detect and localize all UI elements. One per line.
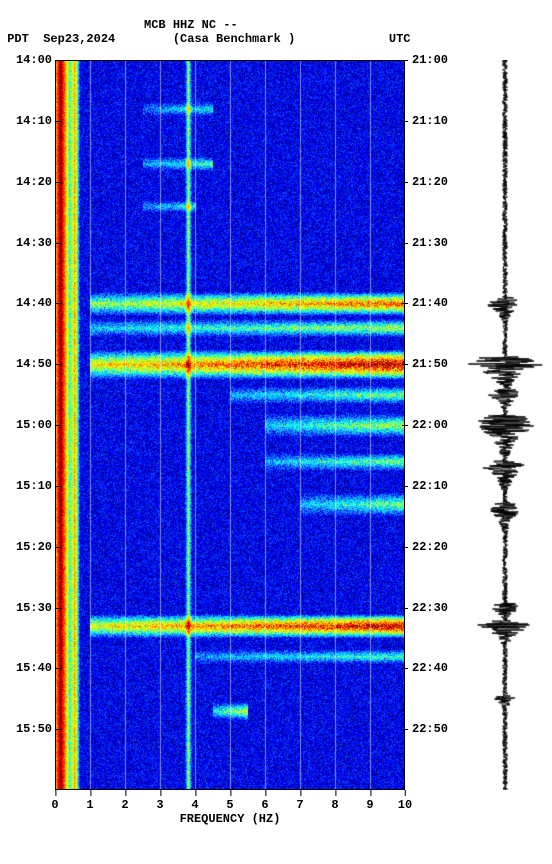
y-tick-right: 22:40 [412,662,448,674]
x-axis: FREQUENCY (HZ) 012345678910 [55,790,405,830]
y-tick-left: 14:10 [16,115,52,127]
x-tick: 0 [51,798,58,812]
y-tick-right: 22:10 [412,480,448,492]
x-tick: 2 [121,798,128,812]
y-tick-right: 21:00 [412,54,448,66]
y-axis-left: 14:0014:1014:2014:3014:4014:5015:0015:10… [10,60,52,790]
x-tick: 9 [366,798,373,812]
waveform-canvas [460,60,550,790]
x-tick: 8 [331,798,338,812]
x-tick: 3 [156,798,163,812]
y-tick-right: 21:30 [412,237,448,249]
x-tick: 10 [398,798,412,812]
y-tick-right: 21:20 [412,176,448,188]
spectrogram-canvas [55,60,405,790]
y-tick-left: 15:20 [16,541,52,553]
y-tick-left: 14:50 [16,358,52,370]
y-tick-right: 21:40 [412,297,448,309]
y-tick-left: 14:20 [16,176,52,188]
y-tick-right: 21:10 [412,115,448,127]
x-tick: 6 [261,798,268,812]
y-tick-left: 15:40 [16,662,52,674]
x-axis-label: FREQUENCY (HZ) [55,812,405,826]
y-tick-left: 15:00 [16,419,52,431]
x-tick: 4 [191,798,198,812]
chart-header: MCB HHZ NC -- PDT Sep23,2024 (Casa Bench… [0,18,552,46]
header-line-2: PDT Sep23,2024 (Casa Benchmark ) UTC [0,32,552,46]
spectrogram-panel [55,60,405,790]
y-tick-right: 21:50 [412,358,448,370]
x-tick: 5 [226,798,233,812]
y-tick-left: 14:40 [16,297,52,309]
x-tick: 7 [296,798,303,812]
y-tick-right: 22:20 [412,541,448,553]
header-line-1: MCB HHZ NC -- [0,18,552,32]
x-tick: 1 [86,798,93,812]
y-tick-right: 22:30 [412,602,448,614]
y-tick-left: 14:30 [16,237,52,249]
y-tick-right: 22:50 [412,723,448,735]
y-tick-right: 22:00 [412,419,448,431]
y-tick-left: 15:10 [16,480,52,492]
y-axis-right: 21:0021:1021:2021:3021:4021:5022:0022:10… [408,60,458,790]
y-tick-left: 15:50 [16,723,52,735]
y-tick-left: 15:30 [16,602,52,614]
y-tick-left: 14:00 [16,54,52,66]
